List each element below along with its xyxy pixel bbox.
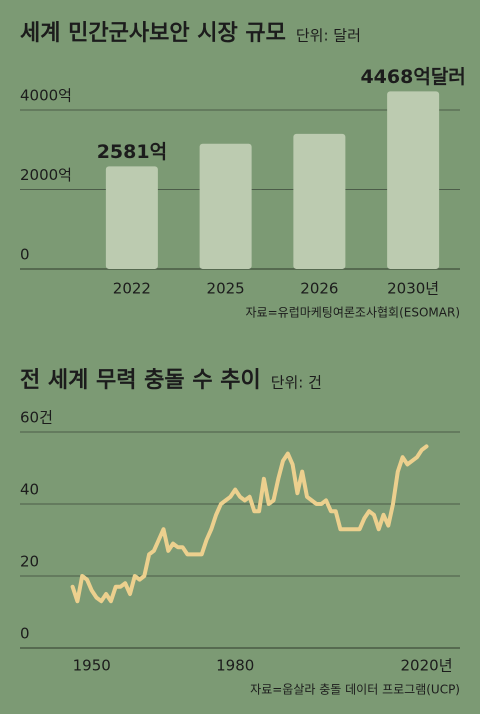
x-tick-label: 2025 [207,280,245,298]
y-tick-label: 20 [20,553,39,571]
chart-title: 세계 민간군사보안 시장 규모 [20,21,286,46]
source: 자료=웁살라 충돌 데이터 프로그램(UCP) [250,683,460,697]
y-tick-label: 0 [20,625,30,643]
bar [293,133,346,269]
x-tick-label: 2030년 [387,280,439,298]
y-tick-label: 4000억 [20,87,72,105]
chart-subtitle: 단위: 달러 [296,27,361,45]
x-tick-label: 2022 [113,280,151,298]
x-tick-label: 2026 [300,280,338,298]
y-tick-label: 2000억 [20,166,72,184]
bar [387,91,440,269]
y-tick-label: 40 [20,481,39,499]
bar [199,143,252,269]
chart-title: 전 세계 무력 충돌 수 추이 [20,368,261,393]
bar [105,166,158,269]
x-tick-label: 1980 [216,657,254,675]
source: 자료=유럽마케팅여론조사협회(ESOMAR) [246,306,460,320]
value-label: 4468억달러 [360,66,465,88]
line [70,444,429,604]
x-tick-label: 1950 [73,657,111,675]
x-tick-label: 2020년 [401,657,453,675]
value-label: 2581억 [97,141,167,163]
y-tick-label: 60건 [20,409,53,427]
chart-subtitle: 단위: 건 [271,374,322,392]
y-tick-label: 0 [20,246,30,264]
